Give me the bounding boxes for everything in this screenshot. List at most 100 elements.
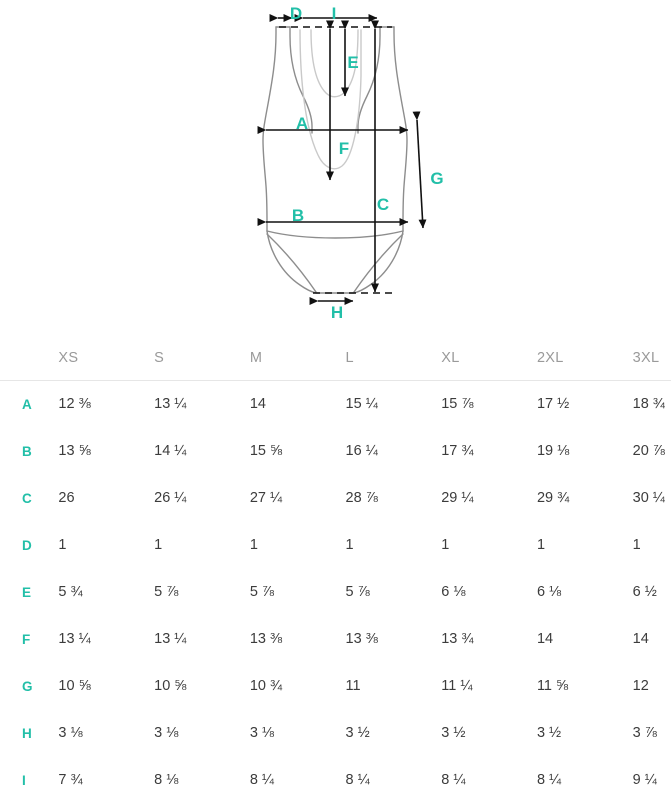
cell-c-2xl: 29 ¾ (536, 490, 570, 506)
cell-d-s: 1 (154, 537, 163, 553)
cell-f-2xl: 14 (536, 631, 554, 647)
cell-i-s: 8 ⅛ (154, 772, 179, 788)
cell-h-s: 3 ⅛ (154, 725, 179, 741)
cell-h-l: 3 ½ (345, 725, 370, 741)
table-row: H 3 ⅛ 3 ⅛ 3 ⅛ 3 ½ 3 ½ 3 ½ 3 ⅞ (0, 710, 671, 757)
cell-g-m: 10 ¾ (249, 678, 283, 694)
row-label-d: D (22, 537, 33, 553)
table-header: XS S M L XL 2XL 3XL (0, 336, 671, 381)
cell-e-s: 5 ⅞ (154, 584, 179, 600)
cell-h-3xl: 3 ⅞ (632, 725, 657, 741)
cell-b-2xl: 19 ⅛ (536, 443, 570, 459)
cell-i-xs: 7 ¾ (58, 772, 83, 788)
cell-i-3xl: 9 ¼ (632, 772, 657, 788)
row-label-f: F (22, 631, 31, 647)
diagram-label-f: F (339, 139, 349, 158)
column-header-m: M (249, 336, 346, 381)
cell-e-2xl: 6 ⅛ (536, 584, 562, 600)
cell-g-3xl: 12 (632, 678, 649, 694)
cell-b-3xl: 20 ⅞ (632, 443, 665, 459)
cell-b-xs: 13 ⅝ (58, 443, 91, 459)
cell-a-xs: 12 ⅜ (58, 396, 91, 413)
cell-d-3xl: 1 (632, 537, 641, 553)
row-label-i: I (22, 772, 27, 788)
table-row: F 13 ¼ 13 ¼ 13 ⅜ 13 ⅜ 13 ¾ 14 14 (0, 616, 671, 663)
cell-g-l: 11 (345, 678, 361, 694)
diagram-label-i: I (332, 4, 337, 23)
garment-outline (262, 26, 408, 294)
cell-i-2xl: 8 ¼ (536, 772, 562, 788)
diagram-label-g: G (430, 169, 443, 188)
measure-arrow-g (412, 111, 427, 229)
cell-d-xs: 1 (58, 537, 67, 553)
cell-h-xs: 3 ⅛ (58, 725, 83, 741)
cell-f-m: 13 ⅜ (249, 631, 283, 647)
cell-h-xl: 3 ½ (441, 725, 466, 741)
cell-h-2xl: 3 ½ (536, 725, 562, 741)
neckline-inner-line (299, 29, 362, 170)
cell-c-3xl: 30 ¼ (632, 490, 665, 506)
cell-e-l: 5 ⅞ (345, 584, 370, 600)
column-header-2xl: 2XL (536, 336, 633, 381)
cell-i-m: 8 ¼ (249, 772, 275, 788)
cell-g-xl: 11 ¼ (441, 678, 473, 694)
cell-f-3xl: 14 (632, 631, 649, 647)
cell-e-xs: 5 ¾ (58, 584, 83, 600)
bodysuit-measurement-diagram: D I E A F G C B H (0, 0, 671, 335)
cell-a-m: 14 (249, 396, 266, 413)
cell-a-3xl: 18 ¾ (632, 396, 665, 413)
cell-b-xl: 17 ¾ (441, 443, 474, 459)
cell-f-xl: 13 ¾ (441, 631, 474, 647)
cell-g-2xl: 11 ⅝ (536, 678, 569, 694)
row-label-b: B (22, 443, 33, 459)
diagram-label-e: E (347, 53, 358, 72)
cell-a-2xl: 17 ½ (536, 396, 570, 413)
cell-b-l: 16 ¼ (345, 443, 378, 459)
cell-i-xl: 8 ¼ (441, 772, 466, 788)
row-label-e: E (22, 584, 32, 600)
diagram-label-d: D (290, 4, 302, 23)
cell-f-l: 13 ⅜ (345, 631, 378, 647)
cell-d-m: 1 (249, 537, 258, 553)
row-label-g: G (22, 678, 34, 694)
cell-d-l: 1 (345, 537, 354, 553)
cell-e-xl: 6 ⅛ (441, 584, 466, 600)
table-body: A 12 ⅜ 13 ¼ 14 15 ¼ 15 ⅞ 17 ½ 18 ¾ B 13 … (0, 381, 671, 804)
cell-i-l: 8 ¼ (345, 772, 370, 788)
cell-a-l: 15 ¼ (345, 396, 378, 413)
cell-c-xl: 29 ¼ (441, 490, 474, 506)
cell-g-xs: 10 ⅝ (58, 678, 91, 694)
cell-a-xl: 15 ⅞ (441, 396, 474, 413)
cell-e-m: 5 ⅞ (249, 584, 275, 600)
table-row: C 26 26 ¼ 27 ¼ 28 ⅞ 29 ¼ 29 ¾ 30 ¼ (0, 475, 671, 522)
column-header-l: L (345, 336, 442, 381)
diagram-label-c: C (377, 195, 389, 214)
diagram-letter-labels: D I E A F G C B H (290, 4, 444, 322)
cell-c-l: 28 ⅞ (345, 490, 378, 506)
table-corner-header (0, 336, 59, 381)
column-header-xl: XL (441, 336, 537, 381)
cell-e-3xl: 6 ½ (632, 584, 657, 600)
cell-c-s: 26 ¼ (154, 490, 187, 506)
cell-c-m: 27 ¼ (249, 490, 283, 506)
cell-a-s: 13 ¼ (154, 396, 187, 413)
row-label-h: H (22, 725, 33, 741)
cell-c-xs: 26 (58, 490, 75, 506)
size-chart-table: XS S M L XL 2XL 3XL A 12 ⅜ 13 ¼ 14 15 ¼ … (0, 336, 671, 804)
column-header-s: S (154, 336, 250, 381)
column-header-3xl: 3XL (632, 336, 671, 381)
cell-d-xl: 1 (441, 537, 450, 553)
cell-b-s: 14 ¼ (154, 443, 187, 459)
table-row: D 1 1 1 1 1 1 1 (0, 522, 671, 569)
cell-h-m: 3 ⅛ (249, 725, 275, 741)
cell-d-2xl: 1 (536, 537, 546, 553)
diagram-label-a: A (296, 114, 308, 133)
table-row: A 12 ⅜ 13 ¼ 14 15 ¼ 15 ⅞ 17 ½ 18 ¾ (0, 381, 671, 428)
table-row: E 5 ¾ 5 ⅞ 5 ⅞ 5 ⅞ 6 ⅛ 6 ⅛ 6 ½ (0, 569, 671, 616)
measurement-arrows (257, 14, 427, 305)
table-row: I 7 ¾ 8 ⅛ 8 ¼ 8 ¼ 8 ¼ 8 ¼ 9 ¼ (0, 757, 671, 804)
row-label-c: C (22, 490, 33, 506)
table-row: G 10 ⅝ 10 ⅝ 10 ¾ 11 11 ¼ 11 ⅝ 12 (0, 663, 671, 710)
cell-f-s: 13 ¼ (154, 631, 187, 647)
